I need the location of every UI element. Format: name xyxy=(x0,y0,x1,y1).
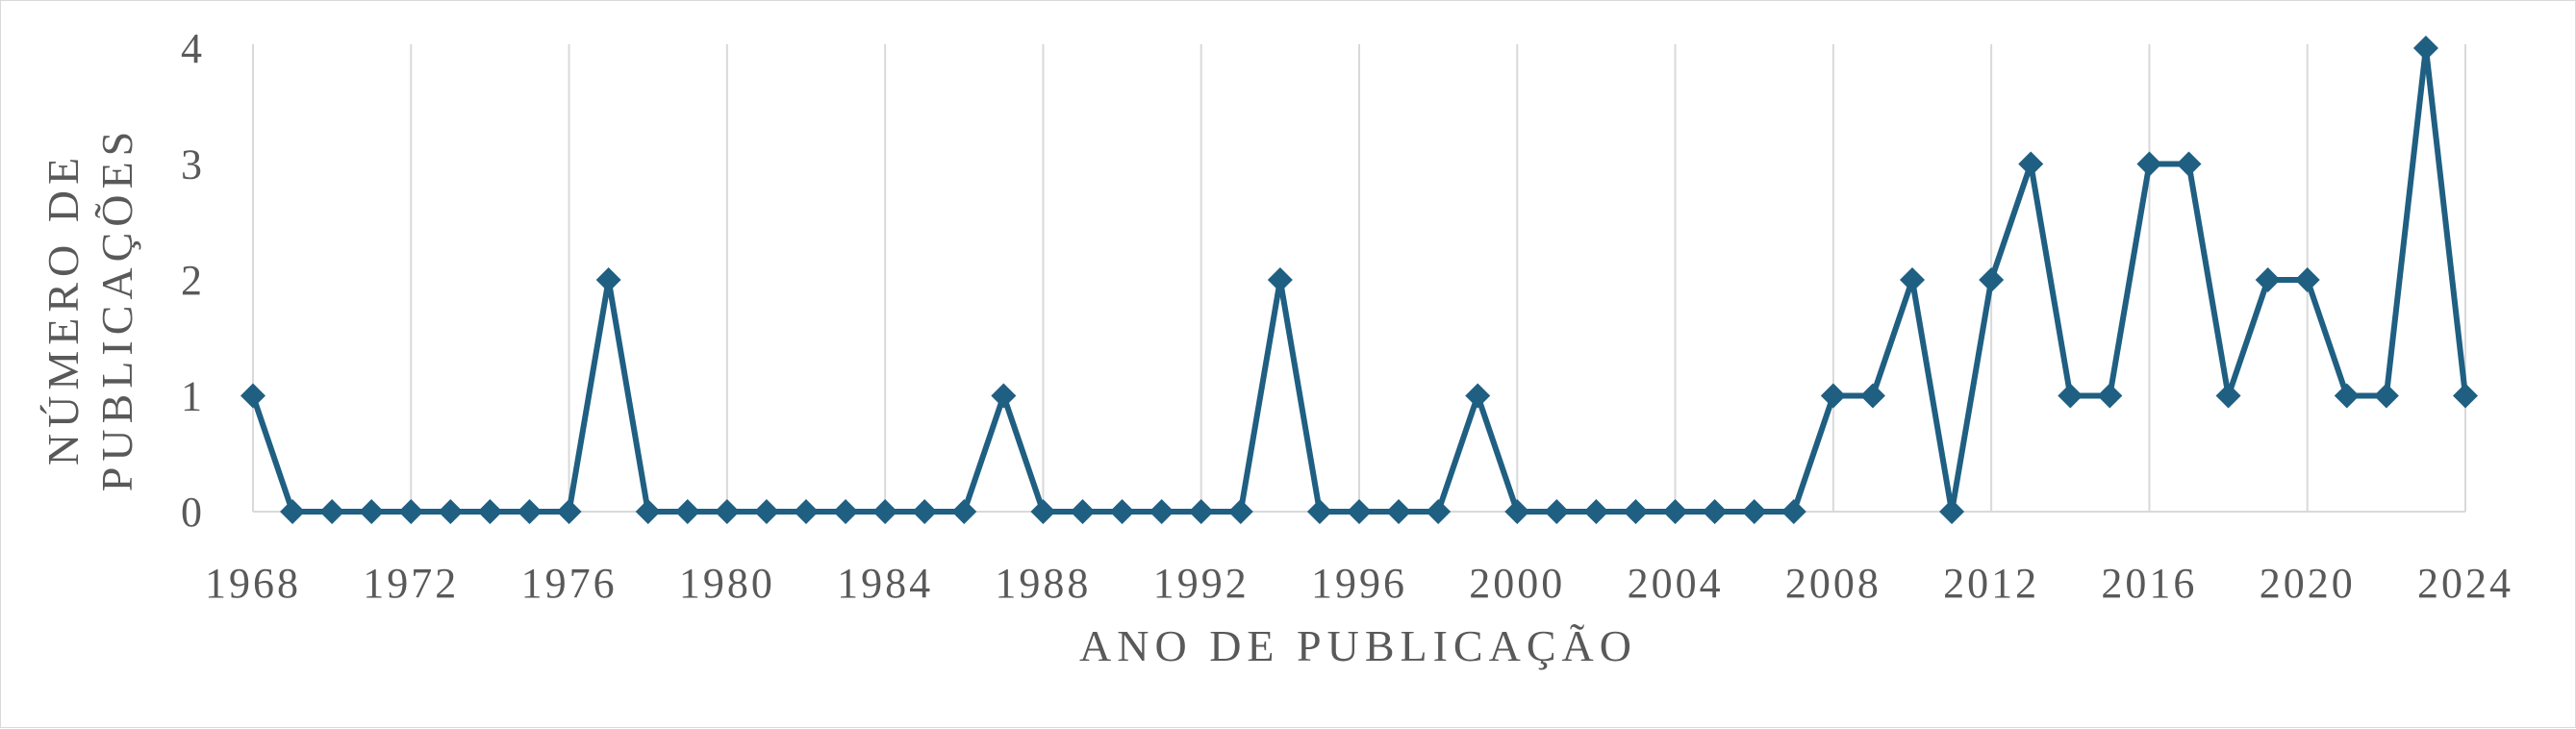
x-tick-label: 1968 xyxy=(205,560,301,607)
data-point-marker xyxy=(991,383,1017,409)
data-point-marker xyxy=(1780,499,1806,524)
data-point-marker xyxy=(240,383,265,409)
x-tick-label: 2000 xyxy=(1469,560,1565,607)
data-point-marker xyxy=(1820,383,1846,409)
data-point-marker xyxy=(714,499,740,524)
data-point-marker xyxy=(1109,499,1135,524)
data-point-marker xyxy=(1544,499,1570,524)
data-point-marker xyxy=(1979,267,2005,292)
data-point-marker xyxy=(1939,499,1965,524)
data-point-marker xyxy=(1623,499,1649,524)
data-point-marker xyxy=(2412,36,2438,61)
y-tick-label: 1 xyxy=(181,373,205,420)
data-point-marker xyxy=(951,499,977,524)
data-point-marker xyxy=(2255,267,2281,292)
data-point-marker xyxy=(1386,499,1412,524)
data-point-marker xyxy=(2176,151,2202,177)
data-point-marker xyxy=(2373,383,2399,409)
x-tick-label: 1992 xyxy=(1153,560,1250,607)
data-point-marker xyxy=(280,499,306,524)
y-tick-label: 0 xyxy=(181,489,205,536)
data-point-marker xyxy=(1267,267,1293,292)
data-point-marker xyxy=(833,499,859,524)
data-point-marker xyxy=(1347,499,1372,524)
y-axis-title-line-1: NÚMERO DE xyxy=(38,152,88,465)
data-point-marker xyxy=(1702,499,1728,524)
x-axis-title: ANO DE PUBLICAÇÃO xyxy=(1079,621,1637,670)
y-tick-label: 2 xyxy=(181,257,205,304)
data-point-marker xyxy=(2097,383,2123,409)
x-tick-label: 2012 xyxy=(1943,560,2039,607)
x-tick-label: 1972 xyxy=(363,560,459,607)
data-point-marker xyxy=(1900,267,1925,292)
y-tick-labels: 0 1 2 3 4 xyxy=(181,25,205,536)
y-tick-label: 3 xyxy=(181,141,205,189)
data-point-marker xyxy=(2294,267,2320,292)
x-tick-labels: 1968 1972 1976 1980 1984 1988 1992 1996 2000 2004… xyxy=(205,560,2513,607)
data-point-marker xyxy=(438,499,464,524)
data-point-marker xyxy=(2018,151,2044,177)
data-point-marker xyxy=(517,499,543,524)
data-point-marker xyxy=(635,499,661,524)
data-points xyxy=(240,36,2478,524)
data-point-marker xyxy=(912,499,938,524)
data-point-marker xyxy=(1662,499,1688,524)
data-point-marker xyxy=(2453,383,2478,409)
x-tick-label: 1980 xyxy=(679,560,775,607)
data-point-marker xyxy=(595,267,621,292)
data-point-marker xyxy=(2215,383,2241,409)
data-point-marker xyxy=(2136,151,2162,177)
data-point-marker xyxy=(477,499,503,524)
data-point-marker xyxy=(359,499,385,524)
data-point-marker xyxy=(1030,499,1056,524)
data-point-marker xyxy=(556,499,582,524)
data-point-marker xyxy=(2334,383,2360,409)
data-point-marker xyxy=(1149,499,1174,524)
data-point-marker xyxy=(1583,499,1609,524)
data-point-marker xyxy=(398,499,424,524)
x-tick-label: 2008 xyxy=(1785,560,1881,607)
x-tick-label: 2024 xyxy=(2417,560,2513,607)
x-tick-label: 1996 xyxy=(1311,560,1407,607)
y-tick-label: 4 xyxy=(181,25,205,72)
data-point-marker xyxy=(1426,499,1452,524)
data-point-marker xyxy=(1306,499,1332,524)
data-point-marker xyxy=(1070,499,1096,524)
y-axis-title-line-2: PUBLICAÇÕES xyxy=(92,126,141,491)
x-tick-label: 1976 xyxy=(521,560,618,607)
data-point-marker xyxy=(1188,499,1214,524)
gridlines xyxy=(252,44,2466,512)
data-point-marker xyxy=(794,499,819,524)
x-tick-label: 2020 xyxy=(2260,560,2356,607)
x-tick-label: 1988 xyxy=(995,560,1091,607)
x-tick-label: 1984 xyxy=(837,560,933,607)
data-point-marker xyxy=(1859,383,1885,409)
data-point-marker xyxy=(1227,499,1253,524)
data-point-marker xyxy=(753,499,779,524)
data-point-marker xyxy=(2058,383,2084,409)
data-point-marker xyxy=(1465,383,1491,409)
data-point-marker xyxy=(674,499,700,524)
data-point-marker xyxy=(872,499,898,524)
x-tick-label: 2016 xyxy=(2101,560,2197,607)
data-point-marker xyxy=(319,499,345,524)
data-point-marker xyxy=(1504,499,1530,524)
data-point-marker xyxy=(1741,499,1767,524)
x-tick-label: 2004 xyxy=(1628,560,1724,607)
